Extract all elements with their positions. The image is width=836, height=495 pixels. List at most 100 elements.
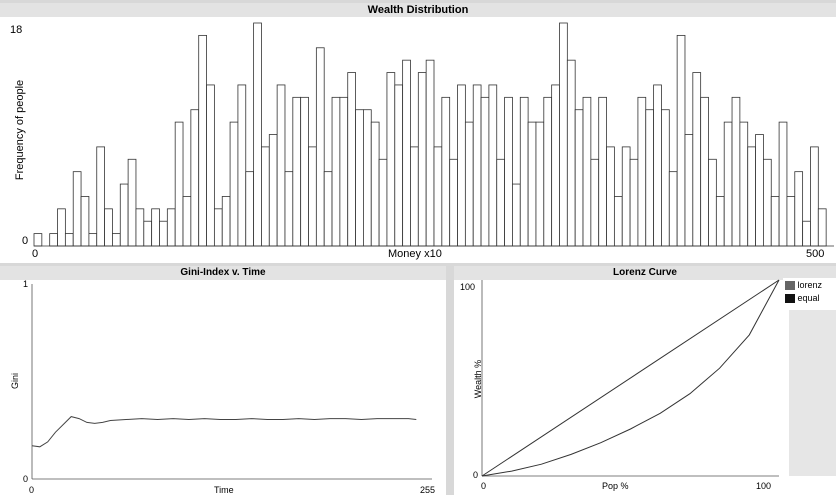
lorenz-x-axis-label: Pop % (602, 481, 629, 491)
histogram-bar (519, 96, 529, 247)
legend-swatch-lorenz (785, 281, 795, 291)
histogram-bar (104, 208, 113, 247)
histogram-bar (449, 158, 458, 247)
histogram-bar (747, 146, 756, 247)
histogram-bar (433, 146, 443, 247)
histogram-bar (292, 96, 302, 247)
histogram-bar (143, 220, 153, 247)
histogram-bar (213, 208, 223, 247)
gini-y-tick-bottom: 0 (23, 474, 29, 484)
histogram-bar (629, 158, 639, 247)
histogram-bar (33, 233, 43, 247)
lorenz-side-area (789, 310, 836, 476)
histogram-bar (551, 84, 560, 247)
histogram-bar (72, 171, 82, 247)
histogram-bar (151, 208, 160, 247)
histogram-bar (810, 146, 819, 247)
histogram-bar (174, 121, 184, 247)
histogram-bar (425, 59, 435, 247)
histogram-bar (802, 220, 811, 247)
legend-item-lorenz: lorenz (785, 280, 822, 291)
hist-x-tick-right: 500 (806, 248, 825, 260)
histogram-bar (441, 96, 451, 247)
histogram-bar (268, 134, 278, 247)
lorenz-x-tick-left: 0 (481, 481, 487, 491)
histogram-bar (112, 233, 121, 247)
histogram-bar (543, 96, 553, 247)
histogram-bar (637, 96, 647, 247)
histogram-bar (794, 171, 804, 247)
histogram-bar (559, 22, 568, 247)
lorenz-panel: Lorenz Curve 100 0 Wealth % 0 100 Pop % … (454, 266, 836, 495)
histogram-bar (708, 158, 717, 247)
histogram-bar (645, 109, 655, 247)
histogram-bar (582, 96, 592, 247)
histogram-bar (496, 158, 505, 247)
legend-item-equal: equal (785, 293, 820, 304)
histogram-bar (198, 34, 207, 247)
gini-y-tick-top: 1 (23, 279, 29, 289)
histogram-bar (355, 109, 364, 247)
histogram-bar (566, 59, 576, 247)
histogram-bar (363, 109, 372, 247)
histogram-bar (394, 84, 404, 247)
histogram-bar (96, 146, 105, 247)
histogram-bar (64, 233, 74, 247)
histogram-bar (339, 96, 349, 247)
histogram-bar (49, 233, 58, 247)
hist-x-axis-label: Money x10 (388, 248, 442, 260)
histogram-bar (229, 121, 239, 247)
histogram-bar (661, 109, 670, 247)
histogram-bar (410, 146, 419, 247)
gini-x-axis-label: Time (214, 485, 234, 495)
histogram-bar (57, 208, 66, 247)
histogram-bar (300, 96, 309, 247)
histogram-bar (574, 109, 584, 247)
histogram-bar (527, 121, 537, 247)
lorenz-y-tick-top: 100 (460, 282, 476, 292)
lorenz-legend: lorenz equal (783, 278, 836, 308)
histogram-bar (770, 196, 780, 247)
histogram-bar (80, 196, 90, 247)
histogram-bar (276, 84, 286, 247)
histogram-bar (535, 121, 545, 247)
histogram-bar (284, 171, 294, 247)
gini-x-tick-left: 0 (29, 485, 35, 495)
histogram-bar (488, 84, 498, 247)
wealth-distribution-title: Wealth Distribution (0, 3, 836, 17)
histogram-bar (378, 158, 388, 247)
histogram-bar (684, 134, 694, 247)
gini-x-tick-right: 255 (420, 485, 436, 495)
gini-title: Gini-Index v. Time (0, 266, 446, 280)
histogram-bar (590, 158, 600, 247)
histogram-bar (190, 109, 200, 247)
histogram-bar (472, 84, 482, 247)
histogram-bar (261, 146, 270, 247)
histogram-bar (402, 59, 411, 247)
histogram-bar (755, 134, 764, 247)
histogram-bar (182, 196, 192, 247)
histogram-bar (206, 84, 215, 247)
histogram-bar (119, 183, 129, 247)
histogram-bar (315, 47, 325, 247)
histogram-bar (739, 121, 749, 247)
histogram-bar (504, 96, 513, 247)
hist-y-tick-top: 18 (10, 24, 23, 36)
histogram-bar (166, 208, 176, 247)
histogram-bar (778, 121, 788, 247)
histogram-bar (786, 196, 796, 247)
histogram-bar (253, 22, 262, 247)
histogram-bar (621, 146, 631, 247)
lorenz-title: Lorenz Curve (454, 266, 836, 280)
legend-swatch-equal (785, 294, 795, 304)
histogram-bar (159, 220, 168, 247)
histogram-bar (464, 121, 474, 247)
histogram-bar (245, 171, 254, 247)
gini-series-line (31, 416, 417, 448)
histogram-bar (221, 196, 231, 247)
histogram-bar (598, 96, 607, 247)
gini-plot (31, 284, 432, 480)
histogram-plot (33, 22, 834, 247)
lorenz-series-equal (481, 279, 780, 477)
histogram-bar (606, 146, 615, 247)
